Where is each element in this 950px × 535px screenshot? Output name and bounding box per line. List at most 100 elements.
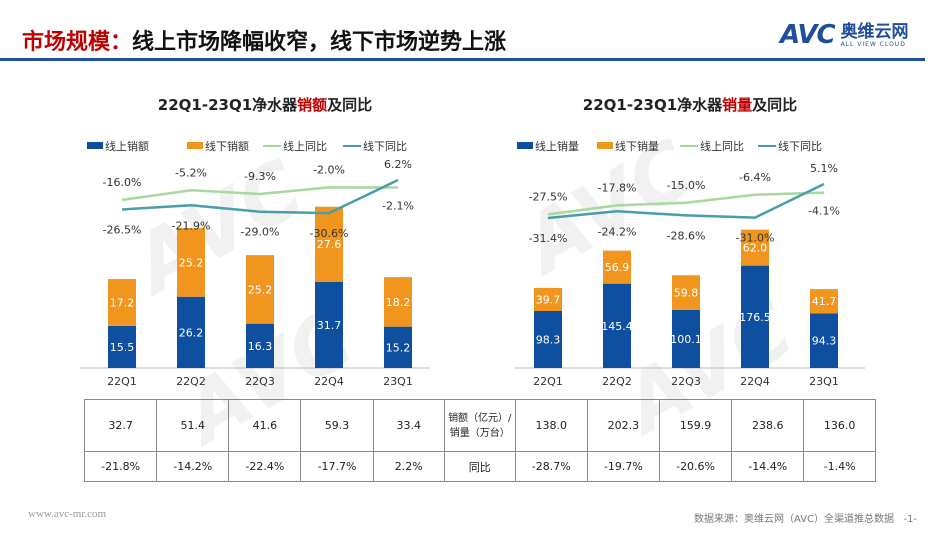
table-cell: 41.6 [228, 398, 302, 453]
table-cell: -28.7% [514, 451, 588, 482]
bar-label-online: 15.5 [110, 341, 135, 354]
data-table: 32.7 51.4 41.6 59.3 33.4 销额（亿元）/销量（万台） 138.0 20… [83, 398, 876, 482]
legend-swatch [517, 142, 533, 149]
legend-label: 线上同比 [283, 139, 327, 153]
yoy-label: -4.1% [808, 205, 840, 218]
table-cell: -17.7% [300, 451, 374, 482]
table-row: 32.7 51.4 41.6 59.3 33.4 销额（亿元）/销量（万台） 138.0 20… [83, 398, 876, 453]
table-cell: 51.4 [156, 398, 230, 453]
page-number: -1- [903, 514, 918, 525]
yoy-label: -31.0% [736, 232, 775, 245]
table-row: -21.8% -14.2% -22.4% -17.7% 2.2% 同比 -28.7% -19.… [83, 451, 876, 482]
x-tick-label: 22Q3 [671, 375, 701, 388]
bar-label-online: 31.7 [317, 319, 342, 332]
bar-label-online: 100.1 [670, 333, 702, 346]
table-cell: 159.9 [658, 398, 733, 453]
bar-offline [603, 250, 631, 284]
bar-online [672, 309, 700, 368]
table-cell: -1.4% [803, 451, 876, 482]
bar-online [534, 310, 562, 368]
avc-logo: AVC 奥维云网 ALL VIEW CLOUD [780, 20, 909, 50]
bar-offline [810, 289, 838, 314]
bar-label-offline: 17.2 [110, 296, 135, 309]
bar-online [108, 325, 136, 368]
bar-label-online: 15.2 [386, 341, 411, 354]
yoy-label: -27.5% [529, 190, 568, 203]
title-prefix: 市场规模： [22, 30, 133, 55]
logo-mark: AVC [780, 20, 836, 50]
bar-label-offline: 39.7 [536, 293, 561, 306]
legend-label: 线上同比 [700, 139, 744, 153]
yoy-label: -15.0% [667, 179, 706, 192]
line-online-yoy [547, 191, 825, 216]
source-text: 数据来源：奥维云网（AVC）全渠道推总数据 [694, 514, 895, 525]
x-tick-label: 22Q1 [533, 375, 563, 388]
row-header: 销额（亿元）/销量（万台） [443, 398, 516, 453]
legend-swatch [597, 142, 613, 149]
yoy-label: -29.0% [241, 226, 280, 239]
table-cell: 59.3 [300, 398, 374, 453]
bar-label-offline: 59.8 [674, 287, 699, 300]
bar-offline [108, 279, 136, 326]
page-title: 市场规模：线上市场降幅收窄，线下市场逆势上涨 [22, 24, 506, 56]
yoy-label: 6.2% [384, 158, 412, 171]
table-cell: -14.2% [156, 451, 230, 482]
yoy-label: -26.5% [103, 223, 142, 236]
legend-label: 线上销额 [105, 139, 149, 153]
yoy-label: -17.8% [598, 181, 637, 194]
logo-en: ALL VIEW CLOUD [840, 41, 906, 48]
yoy-label: -21.9% [172, 219, 211, 232]
bar-label-online: 26.2 [179, 326, 204, 339]
legend-label: 线下销量 [615, 139, 659, 153]
source-note: 数据来源：奥维云网（AVC）全渠道推总数据 -1- [694, 510, 917, 525]
table-cell: 33.4 [372, 398, 445, 453]
table-cell: 138.0 [514, 398, 588, 453]
legend-swatch [87, 142, 103, 149]
table-cell: 2.2% [372, 451, 445, 482]
x-tick-label: 22Q2 [176, 375, 206, 388]
bar-label-offline: 18.2 [386, 296, 411, 309]
bar-online [741, 265, 769, 368]
yoy-label: -9.3% [244, 170, 276, 183]
bar-offline [534, 287, 562, 311]
yoy-label: -16.0% [103, 176, 142, 189]
yoy-label: -24.2% [598, 225, 637, 238]
bar-offline [315, 206, 343, 282]
table-cell: -19.7% [586, 451, 660, 482]
bar-label-offline: 25.2 [248, 283, 273, 296]
bar-online [315, 281, 343, 368]
line-offline-yoy [121, 178, 399, 215]
x-tick-label: 22Q3 [245, 375, 275, 388]
table-cell: 202.3 [586, 398, 660, 453]
table-cell: -14.4% [731, 451, 805, 482]
bar-label-online: 98.3 [536, 333, 561, 346]
logo-cn: 奥维云网 [840, 22, 909, 42]
table-cell: -20.6% [658, 451, 733, 482]
legend-label: 线上销量 [535, 139, 579, 153]
bar-label-offline: 41.7 [812, 295, 837, 308]
x-tick-label: 22Q2 [602, 375, 632, 388]
chart-title: 22Q1-23Q1净水器销额及同比 [158, 96, 372, 114]
x-tick-label: 22Q4 [740, 375, 770, 388]
table-cell: -21.8% [83, 451, 158, 482]
bar-label-online: 16.3 [248, 340, 273, 353]
bar-offline [384, 277, 412, 327]
yoy-label: -31.4% [529, 232, 568, 245]
yoy-label: -2.1% [382, 199, 414, 212]
website-url: www.avc-mr.com [28, 508, 107, 520]
bar-online [384, 326, 412, 368]
yoy-label: -28.6% [667, 229, 706, 242]
x-tick-label: 22Q4 [314, 375, 344, 388]
bar-label-online: 94.3 [812, 335, 837, 348]
title-rest: 线上市场降幅收窄，线下市场逆势上涨 [132, 30, 507, 55]
bar-offline [177, 228, 205, 297]
row-header: 同比 [443, 451, 516, 482]
bar-label-online: 145.4 [601, 320, 633, 333]
yoy-label: 5.1% [810, 162, 838, 175]
x-tick-label: 23Q1 [383, 375, 413, 388]
table-cell: 32.7 [83, 398, 158, 453]
bar-label-offline: 25.2 [179, 256, 204, 269]
legend-label: 线下同比 [363, 139, 407, 153]
legend-label: 线下同比 [778, 139, 822, 153]
